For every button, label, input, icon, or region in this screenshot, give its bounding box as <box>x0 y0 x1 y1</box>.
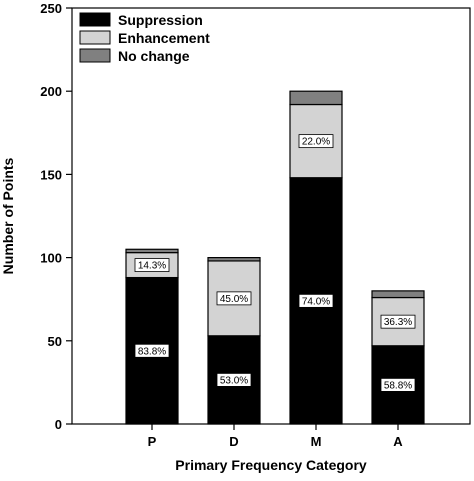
x-axis-title: Primary Frequency Category <box>175 457 367 473</box>
legend-swatch <box>79 30 111 45</box>
percent-label-box <box>216 291 252 306</box>
legend: Suppression Enhancement No change <box>79 12 210 64</box>
legend-swatch <box>79 48 111 63</box>
percent-label: 14.3% <box>138 261 166 272</box>
y-axis-title: Number of Points <box>0 157 16 274</box>
y-tick-label: 50 <box>48 334 62 349</box>
bar-segment-no-change <box>371 290 425 299</box>
y-tick-label: 250 <box>40 1 62 16</box>
percent-label-box <box>380 314 416 329</box>
x-tick-label: A <box>393 434 403 449</box>
legend-label: Enhancement <box>118 30 210 46</box>
percent-label: 45.0% <box>220 294 248 305</box>
legend-label: No change <box>118 48 190 64</box>
x-tick-label: P <box>148 434 157 449</box>
bars: 83.8% 14.3% 53.0% 45.0% 74.0% 22.0% 58.8% 36.3% <box>125 90 425 425</box>
percent-label-box <box>134 258 170 272</box>
percent-label: 58.8% <box>384 380 412 391</box>
x-tick-label: M <box>311 434 322 449</box>
percent-label: 83.8% <box>138 346 166 357</box>
percent-label: 36.3% <box>384 317 412 328</box>
percent-label: 22.0% <box>302 137 330 148</box>
y-tick-label: 100 <box>40 251 62 266</box>
percent-label-box <box>134 343 170 358</box>
y-tick-label: 200 <box>40 84 62 99</box>
percent-label: 53.0% <box>220 375 248 386</box>
percent-label: 74.0% <box>302 296 330 307</box>
percent-label-box <box>216 373 252 387</box>
y-axis: 0 50 100 150 200 250 <box>40 1 72 432</box>
bar-segment-no-change <box>125 248 179 254</box>
y-tick-label: 150 <box>40 167 62 182</box>
bar-segment-no-change <box>207 257 261 262</box>
x-tick-label: D <box>229 434 238 449</box>
legend-swatch <box>79 12 111 27</box>
plot-area-frame <box>71 7 471 425</box>
y-tick-label: 0 <box>55 417 62 432</box>
bar-segment-no-change <box>289 90 343 106</box>
percent-label-box <box>298 134 334 149</box>
percent-label-box <box>380 377 416 392</box>
legend-label: Suppression <box>118 12 203 28</box>
percent-label-box <box>298 293 334 308</box>
